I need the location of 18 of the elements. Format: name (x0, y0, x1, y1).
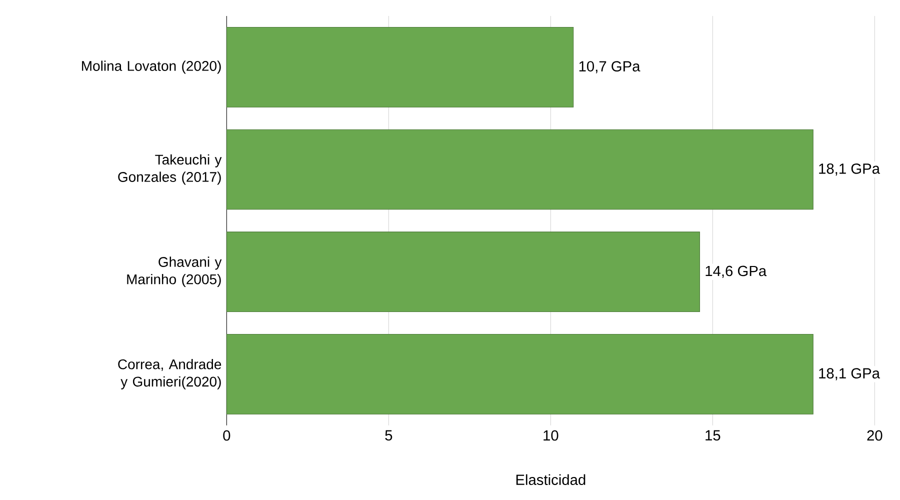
x-tick-label: 0 (223, 430, 230, 441)
x-tick-label: 5 (385, 430, 392, 441)
bar (226, 232, 700, 312)
x-tick-label: 20 (867, 430, 882, 441)
data-label: 18,1 GPa (819, 163, 880, 176)
x-axis-title: Elasticidad (516, 474, 586, 486)
y-tick-label: Correa, Andrade y Gumieri(2020) (118, 358, 222, 390)
x-tick-label: 15 (706, 430, 720, 441)
data-label: 14,6 GPa (706, 266, 767, 278)
bar (226, 334, 814, 414)
bar (226, 26, 574, 108)
y-tick-label: Molina Lovaton (2020) (82, 60, 221, 74)
y-tick-label: Takeuchi y Gonzales (2017) (118, 154, 222, 185)
data-label: 10,7 GPa (579, 61, 640, 74)
data-label: 18,1 GPa (819, 368, 880, 380)
x-tick-label: 10 (544, 430, 558, 441)
y-tick-label: Ghavani y Marinho (2005) (127, 256, 222, 288)
bar (226, 129, 814, 210)
